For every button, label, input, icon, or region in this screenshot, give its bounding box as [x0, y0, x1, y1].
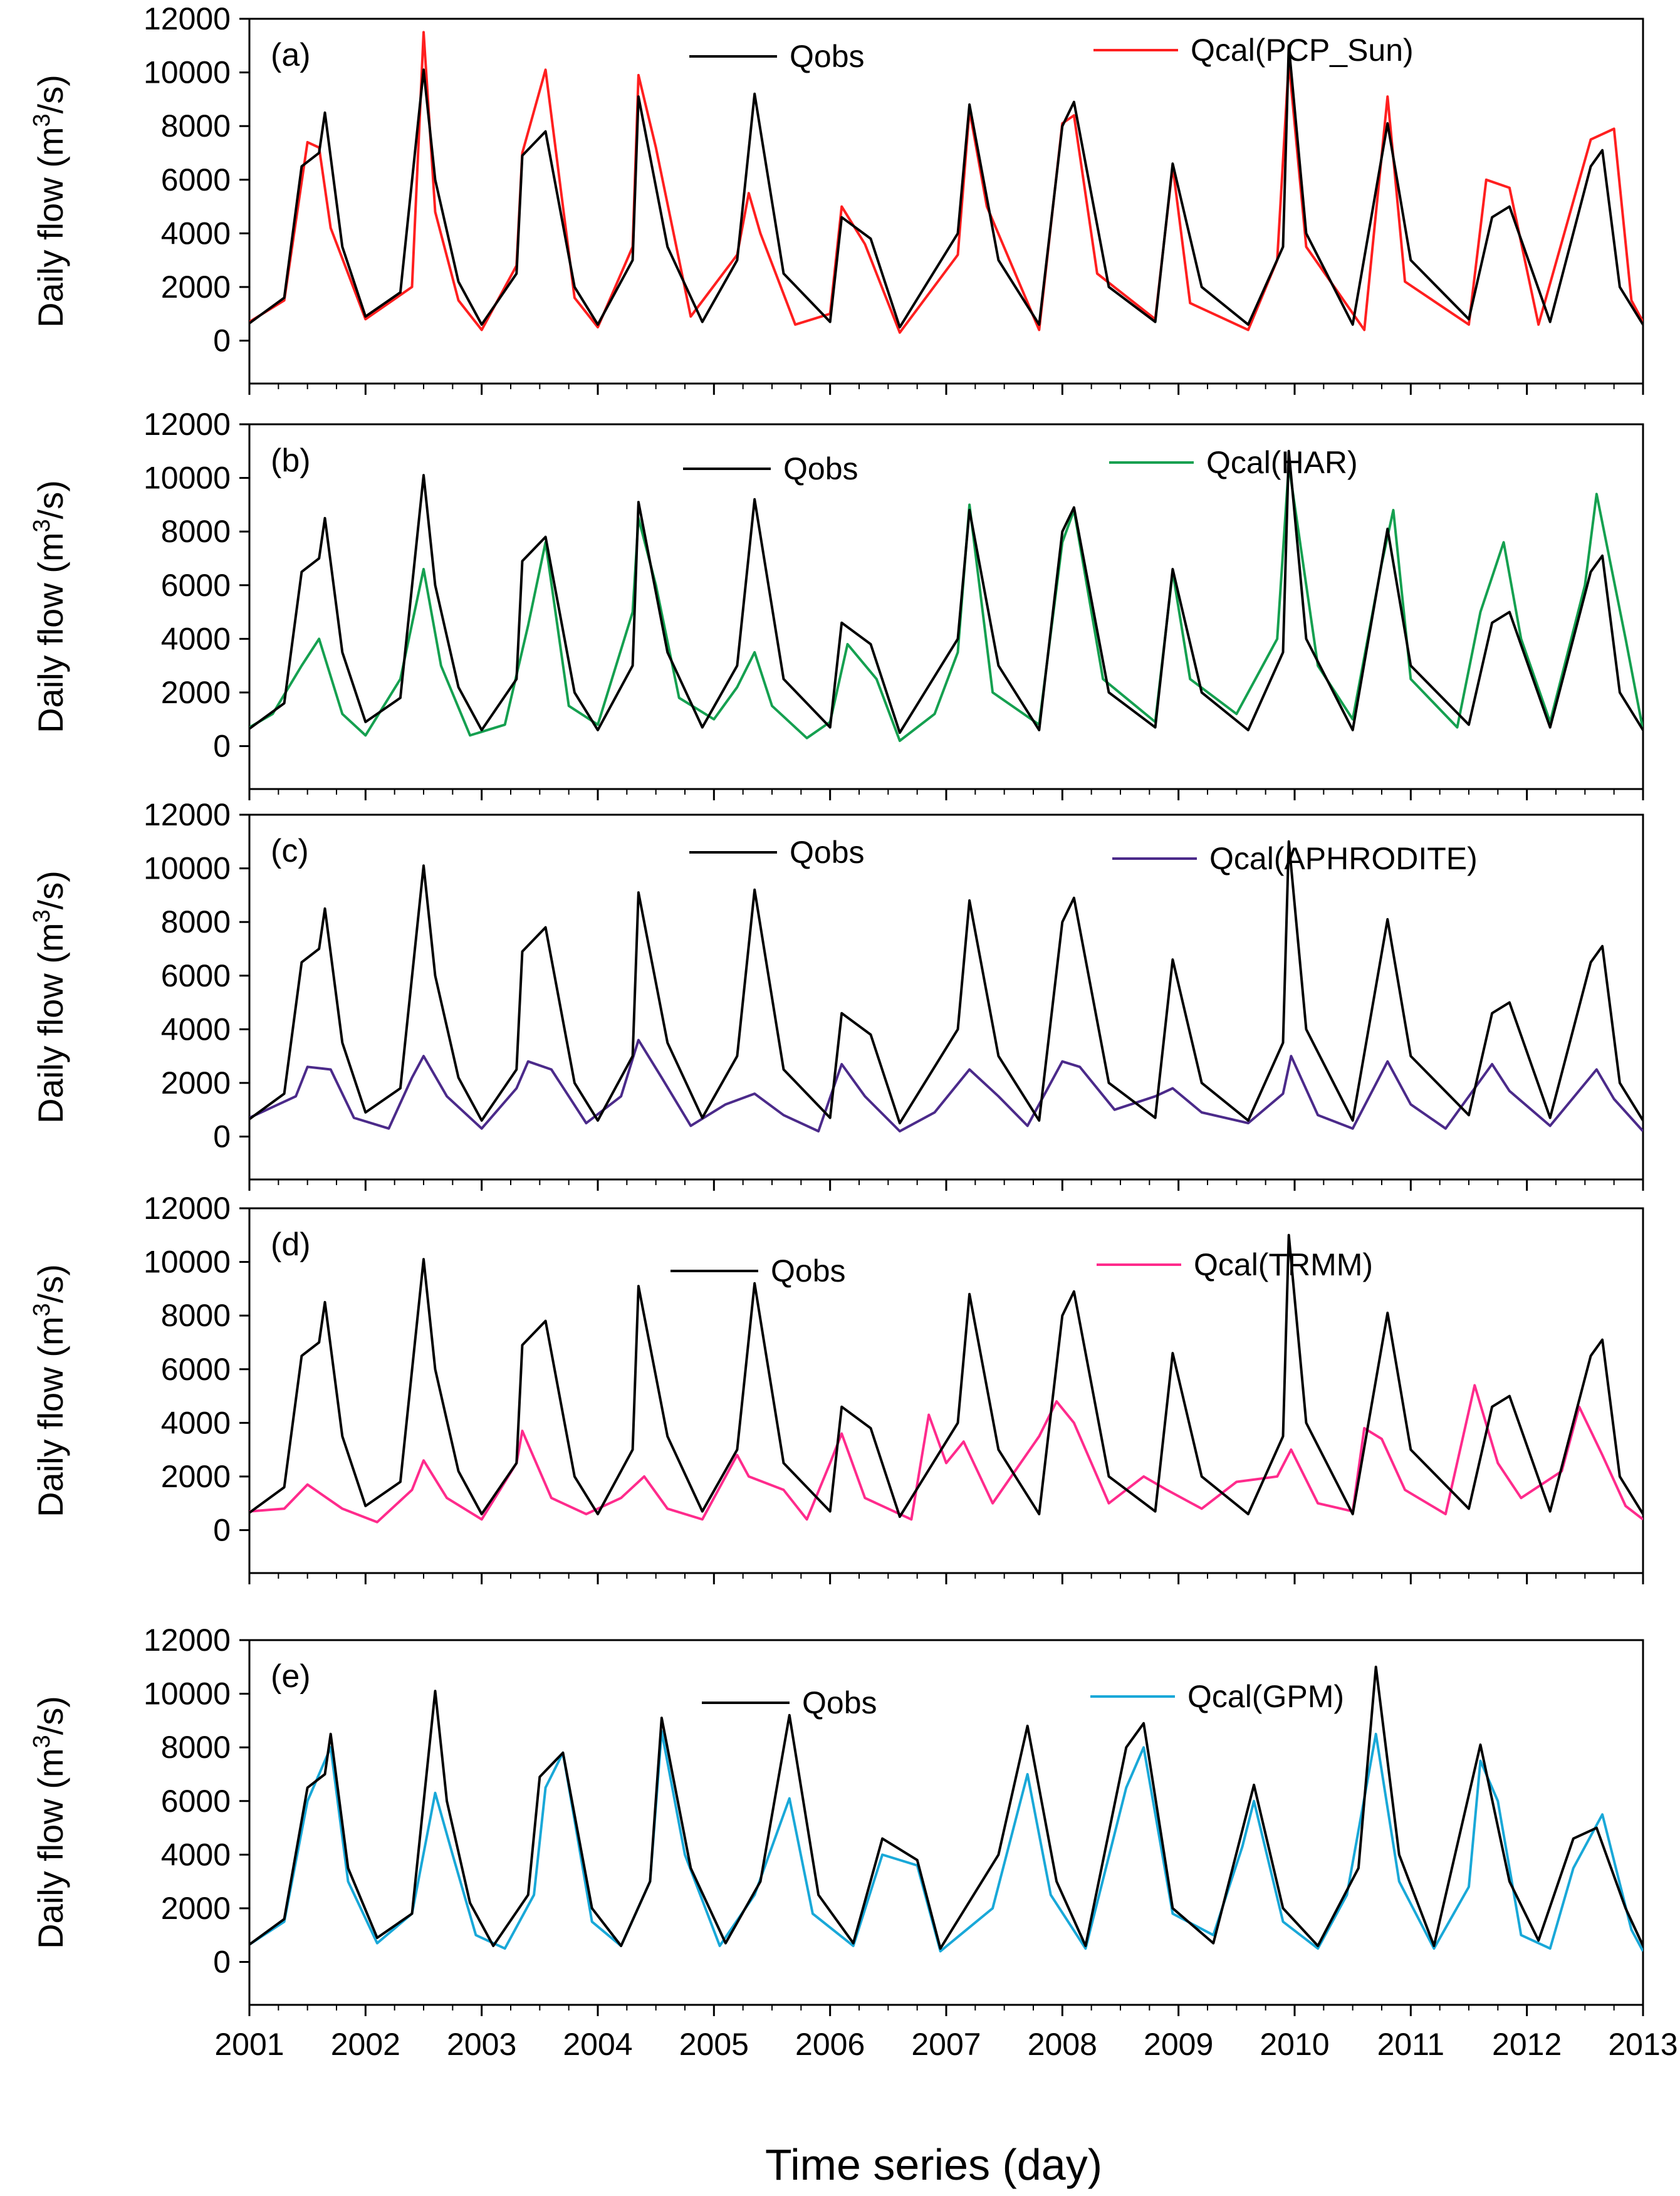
y-tick-label: 10000 [143, 1676, 231, 1712]
y-axis-title-superscript: 3 [29, 1303, 55, 1316]
x-tick-label: 2008 [1028, 2027, 1097, 2062]
y-tick-label: 8000 [161, 108, 231, 144]
legend-label-obs: Qobs [783, 451, 858, 486]
y-tick-label: 4000 [161, 1012, 231, 1047]
y-tick-label: 4000 [161, 1405, 231, 1440]
panel-label: (d) [271, 1226, 311, 1263]
y-tick-label: 8000 [161, 904, 231, 939]
legend-label-gpm: Qcal(GPM) [1187, 1679, 1344, 1714]
x-tick-label: 2010 [1260, 2027, 1329, 2062]
x-axis-title: Time series (day) [765, 2140, 1102, 2189]
y-axis-title: Daily flow (m3/s) [29, 75, 70, 328]
y-axis-title-main: Daily flow (m [31, 127, 70, 327]
y-axis-title-superscript: 3 [29, 519, 55, 532]
y-tick-label: 0 [213, 729, 231, 764]
y-tick-label: 12000 [143, 1623, 231, 1658]
x-tick-label: 2002 [331, 2027, 400, 2062]
legend-label-aphrodite: Qcal(APHRODITE) [1209, 841, 1478, 876]
y-tick-label: 12000 [143, 1, 231, 36]
y-tick-label: 4000 [161, 621, 231, 656]
y-axis-title: Daily flow (m3/s) [29, 1264, 70, 1517]
series-line-obs [249, 44, 1643, 329]
x-tick-label: 2012 [1492, 2027, 1562, 2062]
x-axis-tick-labels: 2001 2002 2003 2004 2005 2006 2007 2008 2009 2010… [214, 2027, 1677, 2062]
x-tick-label: 2007 [911, 2027, 981, 2062]
y-tick-label: 10000 [143, 1245, 231, 1280]
y-tick-label: 4000 [161, 216, 231, 251]
legend-label-obs: Qobs [771, 1253, 846, 1289]
y-tick-label: 0 [213, 1119, 231, 1154]
y-tick-label: 6000 [161, 958, 231, 993]
chart-panel-4: 0 2000 4000 6000 8000 10000 12000 Daily flow (m… [29, 1623, 1644, 2016]
y-axis-title-superscript: 3 [29, 1735, 55, 1748]
y-axis-title-end: /s) [31, 871, 70, 909]
y-axis-title-end: /s) [31, 1264, 70, 1303]
y-tick-label: 2000 [161, 1065, 231, 1101]
y-axis-title-superscript: 3 [29, 113, 55, 127]
series-line-aphrodite [249, 1038, 1643, 1132]
panel-label: (a) [271, 37, 311, 73]
legend-label-obs: Qobs [790, 39, 865, 74]
y-axis-title-main: Daily flow (m [31, 1316, 70, 1517]
y-tick-label: 2000 [161, 1459, 231, 1494]
x-tick-label: 2011 [1377, 2027, 1445, 2062]
y-axis-title: Daily flow (m3/s) [29, 871, 70, 1124]
y-axis-title-end: /s) [31, 480, 70, 519]
y-axis-title-end: /s) [31, 1696, 70, 1735]
panel-label: (c) [271, 833, 309, 869]
legend-label-pcp_sun: Qcal(PCP_Sun) [1191, 33, 1414, 68]
x-tick-label: 2006 [795, 2027, 865, 2062]
y-tick-label: 2000 [161, 269, 231, 305]
panel-label: (e) [271, 1658, 311, 1695]
y-tick-label: 12000 [143, 407, 231, 442]
y-tick-label: 10000 [143, 461, 231, 496]
legend-label-obs: Qobs [802, 1685, 877, 1720]
x-tick-label: 2003 [447, 2027, 516, 2062]
y-tick-label: 4000 [161, 1837, 231, 1872]
y-tick-label: 6000 [161, 1784, 231, 1819]
panels-group: 0 2000 4000 6000 8000 10000 12000 Daily flow (m… [29, 1, 1644, 2016]
y-tick-label: 2000 [161, 1891, 231, 1926]
y-tick-label: 0 [213, 1945, 231, 1980]
y-tick-label: 8000 [161, 514, 231, 549]
y-tick-label: 12000 [143, 797, 231, 832]
y-axis-title-superscript: 3 [29, 909, 55, 923]
series-line-obs [249, 1665, 1643, 1950]
y-tick-label: 10000 [143, 55, 231, 90]
x-tick-label: 2005 [679, 2027, 749, 2062]
legend-label-trmm: Qcal(TRMM) [1194, 1247, 1373, 1282]
y-tick-label: 6000 [161, 568, 231, 603]
y-tick-label: 10000 [143, 851, 231, 886]
y-tick-label: 0 [213, 323, 231, 358]
x-tick-label: 2009 [1144, 2027, 1213, 2062]
x-tick-label: 2001 [214, 2027, 284, 2062]
y-axis-title-main: Daily flow (m [31, 1748, 70, 1948]
y-axis-title-end: /s) [31, 75, 70, 113]
panel-label: (b) [271, 442, 311, 479]
y-tick-label: 0 [213, 1513, 231, 1548]
y-axis-title-main: Daily flow (m [31, 532, 70, 733]
chart-panel-0: 0 2000 4000 6000 8000 10000 12000 Daily flow (m… [29, 1, 1644, 395]
y-tick-label: 8000 [161, 1730, 231, 1765]
chart-panel-1: 0 2000 4000 6000 8000 10000 12000 Daily flow (m… [29, 407, 1644, 800]
y-axis-title: Daily flow (m3/s) [29, 1696, 70, 1949]
legend-label-har: Qcal(HAR) [1206, 445, 1358, 480]
y-tick-label: 6000 [161, 1352, 231, 1387]
series-line-obs [249, 1233, 1643, 1519]
y-tick-label: 8000 [161, 1298, 231, 1333]
y-tick-label: 12000 [143, 1191, 231, 1226]
chart-panel-3: 0 2000 4000 6000 8000 10000 12000 Daily flow (m… [29, 1191, 1644, 1584]
chart-panel-2: 0 2000 4000 6000 8000 10000 12000 Daily flow (m… [29, 797, 1644, 1191]
series-line-obs [249, 840, 1643, 1125]
series-line-obs [249, 449, 1643, 735]
x-tick-label: 2004 [563, 2027, 632, 2062]
y-tick-label: 6000 [161, 162, 231, 197]
y-axis-title: Daily flow (m3/s) [29, 480, 70, 733]
y-axis-title-main: Daily flow (m [31, 923, 70, 1123]
y-tick-label: 2000 [161, 675, 231, 710]
legend-label-obs: Qobs [790, 835, 865, 870]
x-tick-label: 2013 [1608, 2027, 1677, 2062]
